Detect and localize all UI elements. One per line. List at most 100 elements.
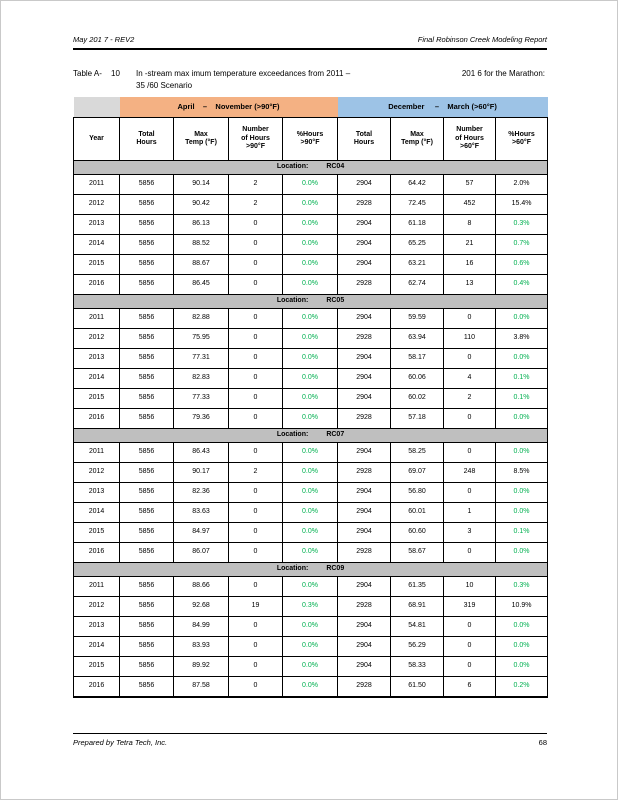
year-cell: 2013 — [73, 482, 120, 503]
dec-total-hours-cell: 2928 — [337, 676, 391, 698]
year-cell: 2014 — [73, 368, 120, 389]
dec-total-hours-cell: 2904 — [337, 636, 391, 657]
apr-pct-hours-cell: 0.0% — [282, 234, 338, 255]
dec-pct-hours-cell: 0.1% — [494, 388, 549, 409]
year-cell: 2016 — [73, 676, 120, 698]
dec-exceed-hours-cell: 21 — [443, 234, 496, 255]
data-row-rc05-2014: 2014 5856 82.83 0 0.0% 2904 60.06 4 0.1% — [73, 368, 549, 389]
dec-total-hours-cell: 2928 — [337, 328, 391, 349]
dec-pct-hours-cell: 0.1% — [494, 522, 549, 543]
dec-exceed-hours-cell: 0 — [443, 348, 496, 369]
apr-exceed-hours-cell: 0 — [228, 522, 283, 543]
dec-max-temp-cell: 58.67 — [390, 542, 444, 563]
location-row-rc04: Location: RC04 — [72, 160, 549, 175]
year-cell: 2012 — [73, 328, 120, 349]
data-row-rc09-2016: 2016 5856 87.58 0 0.0% 2928 61.50 6 0.2% — [73, 676, 549, 698]
band-april-november: April – November (>90°F) — [119, 97, 338, 118]
apr-max-temp-cell: 90.17 — [173, 462, 229, 483]
data-row-rc07-2013: 2013 5856 82.36 0 0.0% 2904 56.80 0 0.0% — [73, 482, 549, 503]
apr-total-hours-cell: 5856 — [119, 462, 174, 483]
year-cell: 2015 — [73, 656, 120, 677]
dec-max-temp-cell: 58.17 — [390, 348, 444, 369]
year-cell: 2012 — [73, 194, 120, 215]
apr-total-hours-cell: 5856 — [119, 676, 174, 698]
location-label: Location: — [276, 431, 309, 439]
dec-exceed-hours-cell: 6 — [443, 676, 496, 698]
dec-pct-hours-cell: 0.0% — [494, 308, 549, 329]
apr-exceed-hours-cell: 0 — [228, 442, 283, 463]
location-code: RC07 — [326, 431, 345, 439]
caption-text: In -stream max imum temperature exceedan… — [136, 69, 351, 78]
year-cell: 2012 — [73, 462, 120, 483]
dec-max-temp-cell: 69.07 — [390, 462, 444, 483]
apr-exceed-hours-cell: 0 — [228, 368, 283, 389]
dec-pct-hours-cell: 0.7% — [494, 234, 549, 255]
apr-exceed-hours-cell: 2 — [228, 194, 283, 215]
dec-exceed-hours-cell: 110 — [443, 328, 496, 349]
data-row-rc07-2015: 2015 5856 84.97 0 0.0% 2904 60.60 3 0.1% — [73, 522, 549, 543]
dec-total-hours-cell: 2904 — [337, 308, 391, 329]
dec-max-temp-cell: 60.02 — [390, 388, 444, 409]
location-code: RC05 — [326, 297, 345, 305]
apr-max-temp-cell: 92.68 — [173, 596, 229, 617]
exceedance-table-wrap: April – November (>90°F) December – Marc… — [72, 97, 549, 698]
dec-exceed-hours-cell: 248 — [443, 462, 496, 483]
apr-max-temp-cell: 83.93 — [173, 636, 229, 657]
apr-exceed-hours-cell: 0 — [228, 482, 283, 503]
col-header-apr-exceed-hours: Number of Hours >90°F — [228, 117, 283, 161]
dec-exceed-hours-cell: 319 — [443, 596, 496, 617]
data-row-rc07-2012: 2012 5856 90.17 2 0.0% 2928 69.07 248 8.5% — [73, 462, 549, 483]
dec-total-hours-cell: 2904 — [337, 348, 391, 369]
dec-total-hours-cell: 2928 — [337, 542, 391, 563]
apr-total-hours-cell: 5856 — [119, 388, 174, 409]
apr-total-hours-cell: 5856 — [119, 482, 174, 503]
location-cell: Location: RC09 — [72, 562, 549, 577]
year-cell: 2011 — [73, 308, 120, 329]
dec-pct-hours-cell: 0.2% — [494, 676, 549, 698]
apr-max-temp-cell: 90.42 — [173, 194, 229, 215]
apr-max-temp-cell: 82.36 — [173, 482, 229, 503]
apr-total-hours-cell: 5856 — [119, 254, 174, 275]
apr-total-hours-cell: 5856 — [119, 616, 174, 637]
apr-pct-hours-cell: 0.0% — [282, 174, 338, 195]
year-cell: 2013 — [73, 616, 120, 637]
location-row-rc07: Location: RC07 — [72, 428, 549, 443]
dec-pct-hours-cell: 0.0% — [494, 656, 549, 677]
year-cell: 2011 — [73, 174, 120, 195]
dec-max-temp-cell: 56.80 — [390, 482, 444, 503]
data-row-rc05-2013: 2013 5856 77.31 0 0.0% 2904 58.17 0 0.0% — [73, 348, 549, 369]
dec-max-temp-cell: 61.18 — [390, 214, 444, 235]
apr-pct-hours-cell: 0.0% — [282, 522, 338, 543]
location-row-rc05: Location: RC05 — [72, 294, 549, 309]
apr-exceed-hours-cell: 2 — [228, 174, 283, 195]
apr-exceed-hours-cell: 0 — [228, 328, 283, 349]
location-cell: Location: RC05 — [72, 294, 549, 309]
data-row-rc07-2016: 2016 5856 86.07 0 0.0% 2928 58.67 0 0.0% — [73, 542, 549, 563]
data-row-rc05-2015: 2015 5856 77.33 0 0.0% 2904 60.02 2 0.1% — [73, 388, 549, 409]
apr-exceed-hours-cell: 0 — [228, 542, 283, 563]
apr-pct-hours-cell: 0.0% — [282, 388, 338, 409]
dec-max-temp-cell: 54.81 — [390, 616, 444, 637]
apr-pct-hours-cell: 0.0% — [282, 616, 338, 637]
apr-max-temp-cell: 84.99 — [173, 616, 229, 637]
dec-exceed-hours-cell: 0 — [443, 308, 496, 329]
apr-pct-hours-cell: 0.0% — [282, 254, 338, 275]
dec-max-temp-cell: 57.18 — [390, 408, 444, 429]
apr-pct-hours-cell: 0.0% — [282, 636, 338, 657]
dec-exceed-hours-cell: 1 — [443, 502, 496, 523]
dec-total-hours-cell: 2904 — [337, 174, 391, 195]
col-header-year: Year — [73, 117, 120, 161]
exceedance-table: April – November (>90°F) December – Marc… — [72, 97, 549, 698]
apr-pct-hours-cell: 0.0% — [282, 576, 338, 597]
dec-pct-hours-cell: 10.9% — [494, 596, 549, 617]
dec-max-temp-cell: 58.25 — [390, 442, 444, 463]
dec-total-hours-cell: 2904 — [337, 388, 391, 409]
dec-max-temp-cell: 58.33 — [390, 656, 444, 677]
dec-pct-hours-cell: 0.3% — [494, 214, 549, 235]
data-row-rc07-2014: 2014 5856 83.63 0 0.0% 2904 60.01 1 0.0% — [73, 502, 549, 523]
apr-max-temp-cell: 86.43 — [173, 442, 229, 463]
dec-exceed-hours-cell: 0 — [443, 542, 496, 563]
dec-pct-hours-cell: 0.0% — [494, 616, 549, 637]
apr-pct-hours-cell: 0.0% — [282, 328, 338, 349]
year-cell: 2014 — [73, 502, 120, 523]
